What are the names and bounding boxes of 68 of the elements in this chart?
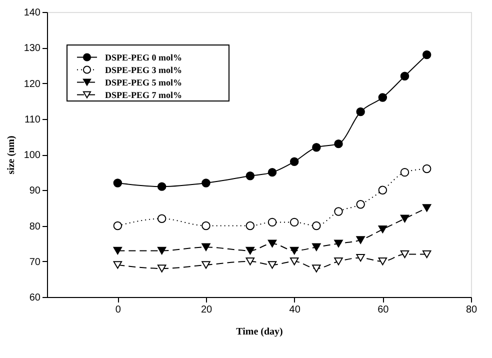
- point: [356, 107, 365, 116]
- point: [356, 200, 365, 209]
- point: [157, 264, 166, 272]
- y-tick-label: 120: [24, 78, 41, 90]
- point: [400, 72, 410, 80]
- point: [268, 261, 277, 269]
- point: [356, 254, 365, 262]
- point: [268, 168, 277, 177]
- point: [246, 258, 255, 266]
- point: [202, 178, 210, 188]
- point: [422, 204, 432, 212]
- y-axis-title: size (nm): [6, 136, 17, 174]
- point: [246, 221, 255, 230]
- point: [378, 93, 388, 102]
- point: [356, 236, 365, 244]
- y-tick-label: 80: [29, 221, 41, 232]
- point: [312, 243, 321, 251]
- point: [334, 207, 343, 216]
- x-axis-title: Time (day): [236, 326, 283, 338]
- y-tick-label: 140: [24, 8, 41, 18]
- point: [113, 246, 122, 255]
- point: [290, 157, 299, 166]
- point: [157, 182, 166, 191]
- point: [113, 261, 122, 269]
- point: [400, 214, 410, 222]
- point: [378, 258, 388, 266]
- point: [400, 250, 410, 258]
- point: [290, 218, 299, 227]
- y-tick-label: 110: [24, 114, 41, 126]
- y-tick-label: 130: [24, 43, 41, 54]
- point: [202, 221, 210, 230]
- point: [334, 240, 343, 248]
- point: [378, 225, 388, 234]
- point: [268, 218, 277, 227]
- point: [334, 139, 343, 148]
- point: [312, 143, 321, 152]
- point: [246, 246, 255, 255]
- point: [422, 50, 432, 60]
- point: [312, 264, 321, 272]
- point: [334, 258, 343, 266]
- point: [202, 261, 210, 269]
- point: [312, 221, 321, 230]
- point: [113, 178, 122, 188]
- legend-label: DSPE-PEG 0 mol%: [105, 52, 182, 62]
- y-tick-label: 90: [29, 186, 41, 197]
- legend-label: DSPE-PEG 3 mol%: [105, 64, 182, 75]
- legend-label: DSPE-PEG 7 mol%: [105, 90, 182, 100]
- point: [422, 250, 432, 258]
- point: [400, 168, 410, 177]
- point: [378, 186, 388, 194]
- legend-label: DSPE-PEG 5 mol%: [105, 77, 182, 88]
- y-tick-label: 60: [29, 292, 41, 304]
- point: [422, 164, 432, 174]
- point: [268, 240, 277, 248]
- y-tick-label: 70: [29, 256, 41, 268]
- point: [113, 221, 122, 230]
- x-tick-label: 0: [115, 304, 122, 316]
- x-tick-label: 20: [200, 304, 212, 316]
- point: [202, 243, 210, 251]
- y-tick-label: 100: [24, 150, 41, 161]
- point: [246, 172, 255, 180]
- point: [290, 246, 299, 255]
- x-tick-label: 80: [466, 304, 478, 316]
- x-tick-label: 40: [289, 304, 301, 316]
- x-tick-label: 60: [378, 304, 390, 316]
- point: [290, 258, 299, 266]
- point: [157, 214, 166, 223]
- point: [157, 246, 166, 255]
